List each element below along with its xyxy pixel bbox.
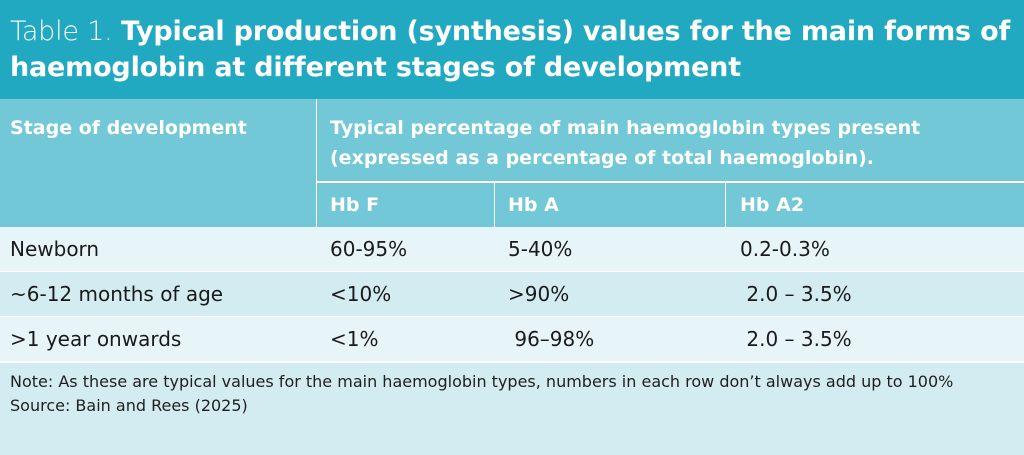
cell-stage: >1 year onwards [10,327,182,351]
table-row: Newborn 60-95% 5-40% 0.2-0.3% [0,227,1024,272]
column-header-hbf: Hb F [330,194,380,216]
title-bar: Table 1. Typical production (synthesis) … [0,0,1024,99]
cell-hba2: 2.0 – 3.5% [740,282,852,306]
cell-stage: Newborn [10,237,100,261]
cell-hbf: <1% [330,327,379,351]
table-notes: Note: As these are typical values for th… [10,370,1010,418]
header-row-columns [316,182,1024,227]
cell-hba2: 0.2-0.3% [740,237,830,261]
header-stage: Stage of development [10,117,247,139]
source-text: Source: Bain and Rees (2025) [10,396,248,415]
column-header-hba2: Hb A2 [740,194,805,216]
header-divider [316,181,1024,183]
cell-hba2: 2.0 – 3.5% [740,327,852,351]
note-text: Note: As these are typical values for th… [10,372,954,391]
table-row: ~6-12 months of age <10% >90% 2.0 – 3.5% [0,272,1024,317]
table-number: Table 1. [10,16,113,47]
header-stage-extension [0,182,316,227]
cell-hba: >90% [508,282,570,306]
table-caption: Typical production (synthesis) values fo… [10,16,1011,83]
cell-stage: ~6-12 months of age [10,282,224,306]
header-row-group [0,99,1024,182]
table-title: Table 1. Typical production (synthesis) … [10,14,1020,86]
cell-hba: 96–98% [508,327,595,351]
cell-hba: 5-40% [508,237,573,261]
column-header-hba: Hb A [508,194,559,216]
table-row: >1 year onwards <1% 96–98% 2.0 – 3.5% [0,317,1024,362]
cell-hbf: <10% [330,282,392,306]
header-group: Typical percentage of main haemoglobin t… [330,117,921,169]
table-bottom-border [0,361,1024,363]
cell-hbf: 60-95% [330,237,408,261]
